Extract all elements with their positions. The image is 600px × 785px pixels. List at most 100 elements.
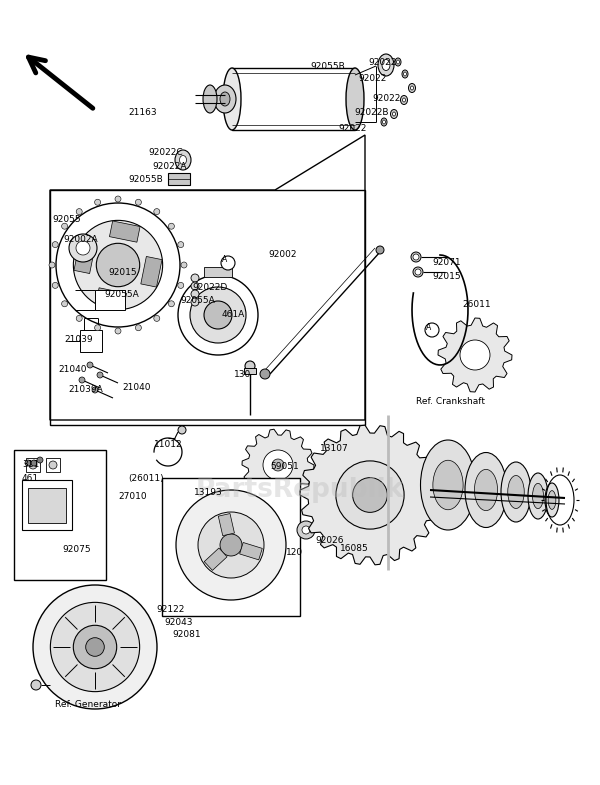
Ellipse shape [401, 96, 407, 104]
Circle shape [178, 242, 184, 247]
Text: 130: 130 [234, 370, 251, 379]
Bar [14, 450, 106, 580]
Circle shape [413, 267, 423, 277]
Text: 92022: 92022 [358, 74, 386, 83]
Ellipse shape [392, 112, 395, 116]
Circle shape [73, 626, 116, 669]
Bar [141, 257, 162, 287]
Circle shape [136, 199, 142, 205]
Circle shape [86, 637, 104, 656]
Bar [204, 548, 227, 571]
Bar [96, 288, 127, 309]
Bar [109, 221, 140, 243]
Polygon shape [242, 429, 314, 501]
Text: 92015: 92015 [108, 268, 137, 277]
Text: 92122: 92122 [156, 605, 184, 614]
Text: 11012: 11012 [154, 440, 182, 449]
Text: 21039: 21039 [64, 335, 92, 344]
Text: 92022B: 92022B [354, 108, 389, 117]
Text: Ref. Generator: Ref. Generator [55, 700, 121, 709]
Circle shape [73, 221, 163, 309]
Circle shape [76, 316, 82, 321]
Ellipse shape [528, 473, 548, 519]
Text: 21040: 21040 [58, 365, 86, 374]
Ellipse shape [433, 460, 463, 509]
Text: 92022: 92022 [368, 58, 397, 67]
Circle shape [191, 290, 199, 298]
Ellipse shape [545, 483, 559, 517]
Circle shape [425, 323, 439, 337]
Bar [218, 513, 235, 535]
Text: 21040: 21040 [122, 383, 151, 392]
Text: 59051: 59051 [270, 462, 299, 471]
Text: 16085: 16085 [340, 544, 369, 553]
Ellipse shape [382, 60, 390, 71]
Text: 27010: 27010 [118, 492, 146, 501]
Text: 92075: 92075 [62, 545, 91, 554]
Text: 461: 461 [22, 474, 39, 483]
Bar [50, 190, 365, 425]
Ellipse shape [203, 85, 217, 113]
Text: 92071: 92071 [432, 258, 461, 267]
Text: 92015: 92015 [432, 272, 461, 281]
Circle shape [115, 196, 121, 202]
Ellipse shape [397, 60, 400, 64]
Circle shape [76, 241, 90, 255]
Circle shape [220, 534, 242, 556]
Text: 92043: 92043 [164, 618, 193, 627]
Text: 92055B: 92055B [310, 62, 345, 71]
Bar [168, 173, 190, 185]
Ellipse shape [395, 58, 401, 66]
Ellipse shape [179, 155, 187, 165]
Circle shape [198, 512, 264, 578]
Circle shape [79, 377, 85, 383]
Text: 92022A: 92022A [152, 162, 187, 171]
Circle shape [336, 461, 404, 529]
Circle shape [415, 269, 421, 275]
Circle shape [136, 325, 142, 330]
Text: 13193: 13193 [194, 488, 223, 497]
Circle shape [62, 223, 68, 229]
Ellipse shape [421, 440, 476, 530]
Circle shape [178, 283, 184, 288]
Circle shape [169, 301, 175, 307]
Ellipse shape [410, 86, 413, 90]
Bar [95, 290, 125, 310]
Text: 92055B: 92055B [128, 175, 163, 184]
Ellipse shape [403, 98, 406, 102]
Ellipse shape [548, 491, 556, 509]
Circle shape [221, 256, 235, 270]
Bar [239, 542, 262, 560]
Text: 92022: 92022 [372, 94, 400, 103]
Text: PartsRepublik: PartsRepublik [196, 477, 404, 503]
Ellipse shape [465, 452, 507, 528]
Circle shape [204, 301, 232, 329]
Polygon shape [438, 318, 512, 392]
Ellipse shape [501, 462, 531, 522]
Ellipse shape [378, 54, 394, 76]
Circle shape [95, 325, 101, 330]
Circle shape [178, 275, 258, 355]
Circle shape [154, 209, 160, 214]
Circle shape [411, 252, 421, 262]
Text: 92002: 92002 [268, 250, 296, 259]
Circle shape [62, 301, 68, 307]
Text: 461A: 461A [222, 310, 245, 319]
Ellipse shape [214, 85, 236, 113]
Bar [232, 68, 355, 130]
Circle shape [95, 199, 101, 205]
Text: 92081: 92081 [172, 630, 200, 639]
Text: 92055: 92055 [52, 215, 80, 224]
Circle shape [29, 461, 37, 469]
Circle shape [272, 459, 284, 471]
Text: 92055A: 92055A [104, 290, 139, 299]
Ellipse shape [475, 469, 497, 510]
Text: 92026: 92026 [315, 536, 343, 545]
Circle shape [76, 209, 82, 214]
Circle shape [169, 223, 175, 229]
Circle shape [115, 328, 121, 334]
Circle shape [87, 362, 93, 368]
Circle shape [154, 316, 160, 321]
Text: 92022C: 92022C [148, 148, 182, 157]
Ellipse shape [175, 150, 191, 170]
